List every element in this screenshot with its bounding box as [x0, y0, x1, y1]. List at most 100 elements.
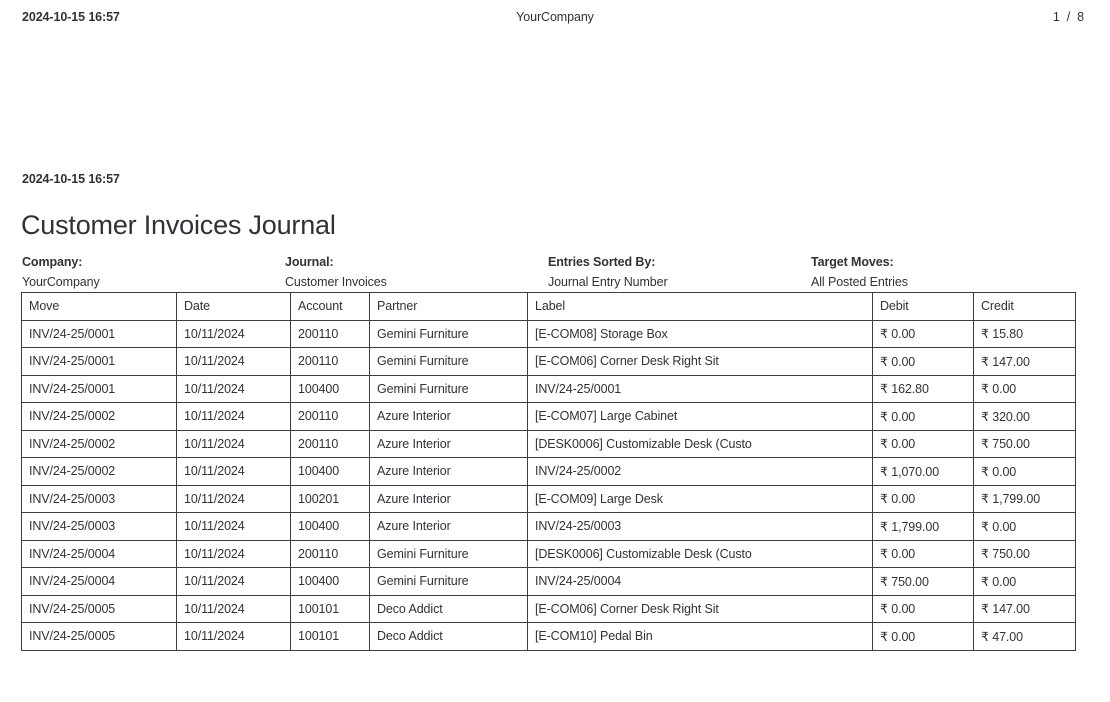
table-row: INV/24-25/0002 10/11/2024 200110 Azure Inte… [21, 429, 1076, 458]
cell-label: [E-COM09] Large Desk [527, 484, 873, 513]
filter-company: Company: YourCompany [22, 252, 100, 292]
table-row: INV/24-25/0001 10/11/2024 100400 Gemini Fur… [21, 374, 1076, 403]
cell-debit: ₹ 162.80 [872, 374, 974, 403]
cell-date: 10/11/2024 [176, 594, 291, 623]
cell-move: INV/24-25/0001 [21, 374, 177, 403]
cell-partner: Azure Interior [369, 484, 528, 513]
cell-account: 200110 [290, 347, 370, 376]
filter-journal-label: Journal: [285, 255, 334, 269]
cell-account: 100400 [290, 512, 370, 541]
cell-date: 10/11/2024 [176, 567, 291, 596]
cell-label: INV/24-25/0004 [527, 567, 873, 596]
cell-account: 100400 [290, 567, 370, 596]
cell-debit: ₹ 0.00 [872, 319, 974, 348]
cell-credit: ₹ 147.00 [973, 347, 1076, 376]
table-body: INV/24-25/0001 10/11/2024 200110 Gemini Fur… [21, 319, 1076, 651]
filter-entries-sorted-by: Entries Sorted By: Journal Entry Number [548, 252, 668, 292]
cell-date: 10/11/2024 [176, 539, 291, 568]
cell-debit: ₹ 0.00 [872, 347, 974, 376]
cell-credit: ₹ 0.00 [973, 512, 1076, 541]
page-number-indicator: 1 / 8 [1053, 10, 1084, 24]
cell-account: 200110 [290, 539, 370, 568]
page-separator: / [1066, 10, 1071, 24]
cell-credit: ₹ 1,799.00 [973, 484, 1076, 513]
cell-debit: ₹ 0.00 [872, 429, 974, 458]
table-row: INV/24-25/0004 10/11/2024 100400 Gemini Fur… [21, 567, 1076, 596]
cell-move: INV/24-25/0005 [21, 594, 177, 623]
cell-debit: ₹ 1,799.00 [872, 512, 974, 541]
column-header-account: Account [290, 292, 370, 321]
cell-move: INV/24-25/0001 [21, 319, 177, 348]
page-current: 1 [1052, 10, 1060, 24]
cell-account: 100101 [290, 594, 370, 623]
table-row: INV/24-25/0001 10/11/2024 200110 Gemini Fur… [21, 319, 1076, 348]
cell-account: 100400 [290, 374, 370, 403]
cell-partner: Azure Interior [369, 402, 528, 431]
cell-debit: ₹ 0.00 [872, 539, 974, 568]
filter-journal-value: Customer Invoices [285, 275, 387, 289]
cell-credit: ₹ 750.00 [973, 429, 1076, 458]
cell-label: INV/24-25/0001 [527, 374, 873, 403]
cell-partner: Deco Addict [369, 622, 528, 651]
cell-partner: Gemini Furniture [369, 319, 528, 348]
cell-account: 100101 [290, 622, 370, 651]
cell-label: [E-COM06] Corner Desk Right Sit [527, 347, 873, 376]
cell-move: INV/24-25/0002 [21, 402, 177, 431]
header-datetime: 2024-10-15 16:57 [22, 10, 120, 24]
cell-date: 10/11/2024 [176, 374, 291, 403]
cell-label: [E-COM10] Pedal Bin [527, 622, 873, 651]
cell-credit: ₹ 0.00 [973, 457, 1076, 486]
filter-company-label: Company: [22, 255, 83, 269]
cell-label: [E-COM07] Large Cabinet [527, 402, 873, 431]
filter-company-value: YourCompany [22, 275, 100, 289]
filter-journal: Journal: Customer Invoices [285, 252, 387, 292]
page-header: 2024-10-15 16:57 YourCompany 1 / 8 [0, 10, 1110, 30]
cell-credit: ₹ 147.00 [973, 594, 1076, 623]
cell-credit: ₹ 750.00 [973, 539, 1076, 568]
report-filters: Company: YourCompany Journal: Customer I… [0, 252, 1110, 292]
column-header-move: Move [21, 292, 177, 321]
cell-move: INV/24-25/0005 [21, 622, 177, 651]
cell-account: 200110 [290, 319, 370, 348]
cell-label: INV/24-25/0003 [527, 512, 873, 541]
cell-partner: Azure Interior [369, 512, 528, 541]
cell-debit: ₹ 0.00 [872, 622, 974, 651]
cell-move: INV/24-25/0004 [21, 567, 177, 596]
cell-label: [E-COM08] Storage Box [527, 319, 873, 348]
cell-debit: ₹ 1,070.00 [872, 457, 974, 486]
filter-entries-sorted-by-label: Entries Sorted By: [548, 255, 656, 269]
cell-label: INV/24-25/0002 [527, 457, 873, 486]
cell-move: INV/24-25/0002 [21, 457, 177, 486]
filter-target-moves: Target Moves: All Posted Entries [811, 252, 908, 292]
cell-date: 10/11/2024 [176, 457, 291, 486]
cell-credit: ₹ 320.00 [973, 402, 1076, 431]
cell-date: 10/11/2024 [176, 512, 291, 541]
cell-label: [DESK0006] Customizable Desk (Custo [527, 539, 873, 568]
cell-date: 10/11/2024 [176, 319, 291, 348]
cell-account: 200110 [290, 402, 370, 431]
report-datetime: 2024-10-15 16:57 [22, 172, 120, 186]
cell-account: 100201 [290, 484, 370, 513]
filter-entries-sorted-by-value: Journal Entry Number [548, 275, 668, 289]
cell-partner: Deco Addict [369, 594, 528, 623]
cell-partner: Gemini Furniture [369, 347, 528, 376]
cell-label: [DESK0006] Customizable Desk (Custo [527, 429, 873, 458]
table-row: INV/24-25/0003 10/11/2024 100201 Azure Inte… [21, 484, 1076, 513]
cell-account: 100400 [290, 457, 370, 486]
cell-date: 10/11/2024 [176, 347, 291, 376]
cell-move: INV/24-25/0003 [21, 512, 177, 541]
cell-credit: ₹ 0.00 [973, 374, 1076, 403]
table-row: INV/24-25/0005 10/11/2024 100101 Deco Addic… [21, 622, 1076, 651]
filter-target-moves-label: Target Moves: [811, 255, 894, 269]
cell-credit: ₹ 47.00 [973, 622, 1076, 651]
column-header-credit: Credit [973, 292, 1076, 321]
cell-credit: ₹ 0.00 [973, 567, 1076, 596]
cell-date: 10/11/2024 [176, 484, 291, 513]
cell-move: INV/24-25/0002 [21, 429, 177, 458]
cell-move: INV/24-25/0004 [21, 539, 177, 568]
column-header-partner: Partner [369, 292, 528, 321]
cell-move: INV/24-25/0003 [21, 484, 177, 513]
page-total: 8 [1077, 10, 1084, 24]
table-row: INV/24-25/0002 10/11/2024 200110 Azure Inte… [21, 402, 1076, 431]
cell-partner: Gemini Furniture [369, 374, 528, 403]
